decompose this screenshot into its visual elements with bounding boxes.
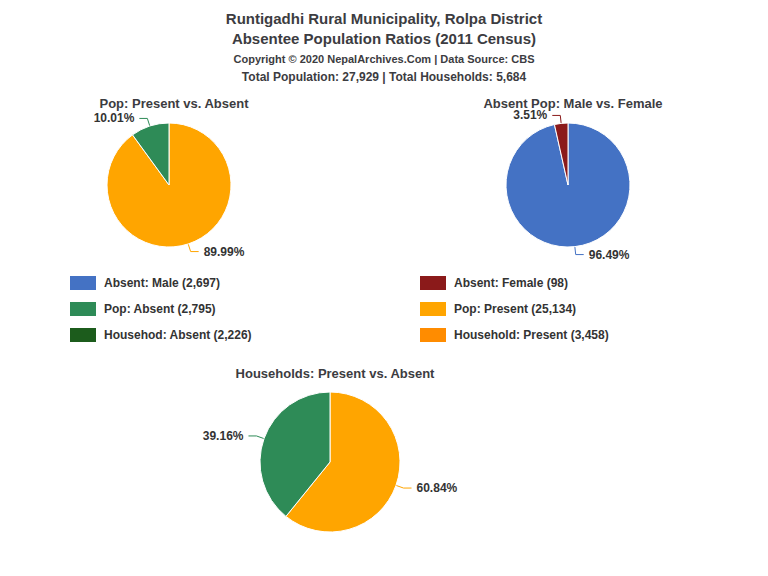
svg-text:60.84%: 60.84% [417, 481, 458, 495]
svg-text:89.99%: 89.99% [204, 245, 245, 259]
svg-text:Runtigadhi Rural Municipality,: Runtigadhi Rural Municipality, Rolpa Dis… [226, 10, 542, 27]
svg-text:Pop: Absent (2,795): Pop: Absent (2,795) [104, 302, 216, 316]
svg-text:10.01%: 10.01% [94, 111, 135, 125]
svg-text:Absentee Population Ratios (20: Absentee Population Ratios (2011 Census) [232, 30, 536, 47]
svg-text:96.49%: 96.49% [589, 248, 630, 262]
svg-text:Total Population: 27,929 | Tot: Total Population: 27,929 | Total Househo… [242, 70, 527, 84]
svg-text:Household: Present (3,458): Household: Present (3,458) [454, 328, 609, 342]
svg-text:Households: Present vs. Absent: Households: Present vs. Absent [236, 366, 436, 381]
svg-text:Absent: Male (2,697): Absent: Male (2,697) [104, 276, 220, 290]
svg-text:Pop: Present (25,134): Pop: Present (25,134) [454, 302, 576, 316]
svg-text:Househod: Absent (2,226): Househod: Absent (2,226) [104, 328, 252, 342]
svg-text:3.51%: 3.51% [513, 108, 548, 123]
svg-text:39.16%: 39.16% [203, 429, 244, 443]
svg-text:Pop: Present vs. Absent: Pop: Present vs. Absent [99, 96, 249, 111]
svg-text:Absent: Female (98): Absent: Female (98) [454, 276, 568, 290]
svg-text:Absent Pop: Male vs. Female: Absent Pop: Male vs. Female [483, 96, 662, 111]
svg-text:Copyright © 2020 NepalArchives: Copyright © 2020 NepalArchives.Com | Dat… [234, 53, 535, 65]
